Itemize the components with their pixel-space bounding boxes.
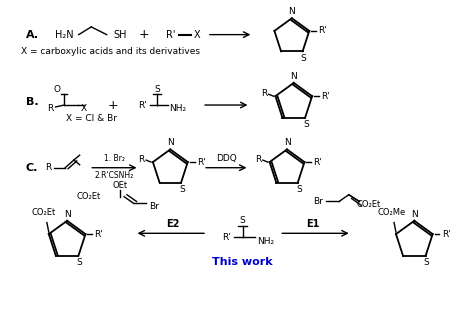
- Text: S: S: [296, 185, 301, 194]
- Text: E2: E2: [166, 219, 180, 229]
- Text: R': R': [319, 26, 327, 36]
- Text: CO₂Me: CO₂Me: [377, 208, 405, 217]
- Text: N: N: [291, 72, 297, 81]
- Text: NH₂: NH₂: [257, 237, 274, 246]
- Text: +: +: [139, 28, 150, 41]
- Text: R': R': [321, 92, 330, 101]
- Text: Br: Br: [149, 202, 159, 211]
- Text: OEt: OEt: [113, 180, 128, 189]
- Text: X = carboxylic acids and its derivatives: X = carboxylic acids and its derivatives: [21, 47, 200, 57]
- Text: R: R: [255, 155, 261, 164]
- Text: CO₂Et: CO₂Et: [32, 208, 56, 217]
- Text: R': R': [442, 229, 451, 239]
- Text: R': R': [314, 157, 322, 166]
- Text: S: S: [240, 216, 246, 225]
- Text: This work: This work: [212, 257, 273, 267]
- Text: Br: Br: [313, 197, 323, 206]
- Text: S: S: [179, 185, 185, 194]
- Text: SH: SH: [113, 30, 127, 40]
- Text: N: N: [283, 138, 291, 147]
- Text: DDQ: DDQ: [216, 154, 237, 163]
- Text: C.: C.: [26, 163, 38, 173]
- Text: +: +: [108, 99, 119, 112]
- Text: E1: E1: [306, 219, 320, 229]
- Text: N: N: [411, 210, 418, 219]
- Text: N: N: [64, 210, 71, 219]
- Text: N: N: [289, 7, 295, 16]
- Text: NH₂: NH₂: [170, 104, 187, 113]
- Text: X: X: [194, 30, 201, 40]
- Text: O: O: [54, 85, 61, 94]
- Text: X: X: [81, 104, 87, 113]
- Text: X = Cl & Br: X = Cl & Br: [66, 114, 117, 123]
- Text: CO₂Et: CO₂Et: [77, 192, 101, 201]
- Text: R: R: [46, 104, 53, 113]
- Text: S: S: [154, 85, 160, 94]
- Text: N: N: [167, 138, 173, 147]
- Text: H₂N: H₂N: [55, 30, 73, 40]
- Text: CO₂Et: CO₂Et: [357, 200, 381, 209]
- Text: R: R: [261, 89, 267, 98]
- Text: R: R: [138, 155, 145, 164]
- Text: B.: B.: [26, 97, 38, 107]
- Text: R': R': [222, 233, 231, 242]
- Text: S: S: [303, 120, 309, 129]
- Text: R': R': [95, 229, 103, 239]
- Text: 1. Br₂: 1. Br₂: [104, 154, 125, 163]
- Text: S: S: [77, 258, 82, 267]
- Text: A.: A.: [26, 30, 39, 40]
- Text: S: S: [301, 54, 307, 63]
- Text: 2.R'CSNH₂: 2.R'CSNH₂: [95, 171, 134, 180]
- Text: R': R': [138, 100, 147, 109]
- Text: R': R': [197, 157, 206, 166]
- Text: R': R': [165, 30, 175, 40]
- Text: R: R: [45, 163, 51, 172]
- Text: S: S: [424, 258, 429, 267]
